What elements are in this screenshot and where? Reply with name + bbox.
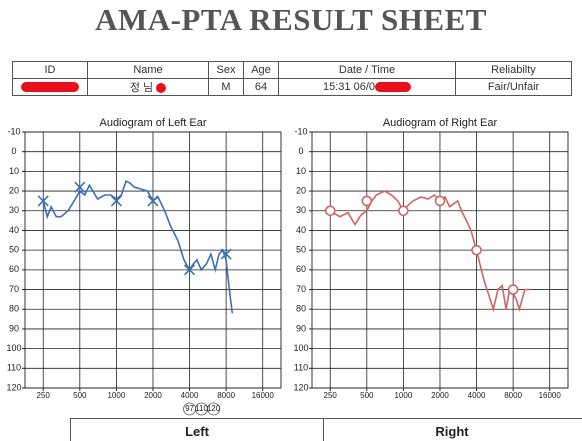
- x-tick-label: 1000: [394, 391, 412, 400]
- y-tick-label: 120: [293, 382, 308, 392]
- x-marker: [147, 195, 159, 207]
- patient-table: ID Name Sex Age Date / Time Reliabilty 정…: [12, 61, 572, 96]
- y-tick-label: 100: [6, 343, 21, 353]
- y-tick-label: 50: [296, 245, 306, 255]
- x-tick-label: 1000: [107, 391, 125, 400]
- redaction: [375, 82, 411, 93]
- y-tick-label: 80: [296, 304, 306, 314]
- redaction: [21, 82, 79, 93]
- x-tick-label: 500: [360, 391, 374, 400]
- column-header: Reliabilty: [455, 61, 572, 79]
- y-tick-label: 30: [296, 205, 306, 215]
- age-cell: 64: [243, 78, 279, 96]
- y-tick-label: 40: [296, 225, 306, 235]
- y-tick-label: 90: [9, 323, 19, 333]
- y-tick-label: 40: [9, 225, 19, 235]
- x-tick-label: 250: [37, 391, 51, 400]
- chart-title: Audiogram of Left Ear: [99, 117, 206, 129]
- o-marker: [507, 284, 519, 295]
- o-marker: [434, 195, 446, 207]
- date-cell: 15:31 06/0: [278, 78, 456, 96]
- y-tick-label: 70: [9, 284, 19, 294]
- annotation-circle: [207, 402, 220, 416]
- y-tick-label: 20: [9, 185, 19, 195]
- y-tick-label: 0: [11, 146, 16, 156]
- x-tick-label: 4000: [468, 391, 486, 400]
- x-tick-label: 16000: [252, 391, 275, 400]
- y-tick-label: 60: [296, 264, 306, 274]
- reliability-cell: Fair/Unfair: [455, 78, 572, 96]
- y-tick-label: 10: [296, 166, 306, 176]
- y-tick-label: 90: [296, 323, 306, 333]
- x-marker: [37, 195, 49, 207]
- hearing-line: [329, 190, 530, 313]
- date-time: 15:31 06/0: [323, 81, 375, 93]
- y-tick-label: -10: [7, 126, 20, 136]
- y-tick-label: 110: [7, 363, 21, 373]
- y-tick-label: 110: [294, 363, 308, 373]
- y-tick-label: 120: [6, 382, 21, 392]
- column-header: Name: [87, 61, 209, 79]
- x-tick-label: 4000: [181, 391, 199, 400]
- x-marker: [74, 181, 86, 193]
- y-tick-label: 50: [9, 245, 19, 255]
- x-tick-label: 500: [73, 391, 87, 400]
- annotation: 97: [185, 404, 194, 413]
- x-tick-label: 8000: [217, 391, 235, 400]
- footer-left: Left: [70, 418, 324, 441]
- record-row: 정 님 M 64 15:31 06/0 Fair/Unfair: [12, 78, 572, 96]
- x-marker: [110, 195, 122, 207]
- x-marker: [220, 248, 232, 260]
- y-tick-label: 10: [9, 166, 19, 176]
- x-marker: [183, 264, 196, 276]
- annotation: 120: [207, 404, 221, 413]
- sex-cell: M: [208, 78, 244, 96]
- redaction: [156, 83, 167, 94]
- sheet-title: AMA-PTA RESULT SHEET: [95, 2, 487, 37]
- y-tick-label: 30: [9, 205, 19, 215]
- x-tick-label: 2000: [431, 391, 449, 400]
- y-tick-label: 100: [293, 343, 308, 353]
- x-tick-label: 16000: [539, 391, 562, 400]
- x-tick-label: 2000: [144, 391, 162, 400]
- y-tick-label: 70: [296, 284, 306, 294]
- annotation: 110: [195, 404, 208, 413]
- header-row: ID Name Sex Age Date / Time Reliabilty: [12, 61, 572, 79]
- name: 정 님: [129, 82, 154, 94]
- y-tick-label: 20: [296, 185, 306, 195]
- o-marker: [398, 205, 409, 217]
- y-tick-label: 80: [9, 304, 19, 314]
- o-marker: [361, 195, 373, 207]
- o-marker: [324, 205, 336, 217]
- hearing-line: [42, 180, 234, 314]
- x-tick-label: 8000: [504, 391, 522, 400]
- y-tick-label: -10: [294, 126, 307, 136]
- x-tick-label: 250: [324, 391, 338, 400]
- name-cell: 정 님: [87, 78, 209, 96]
- footer-right: Right: [322, 418, 582, 441]
- y-tick-label: 60: [9, 264, 19, 274]
- chart-title: Audiogram of Right Ear: [383, 117, 498, 129]
- o-marker: [471, 244, 482, 256]
- y-tick-label: 0: [298, 146, 303, 156]
